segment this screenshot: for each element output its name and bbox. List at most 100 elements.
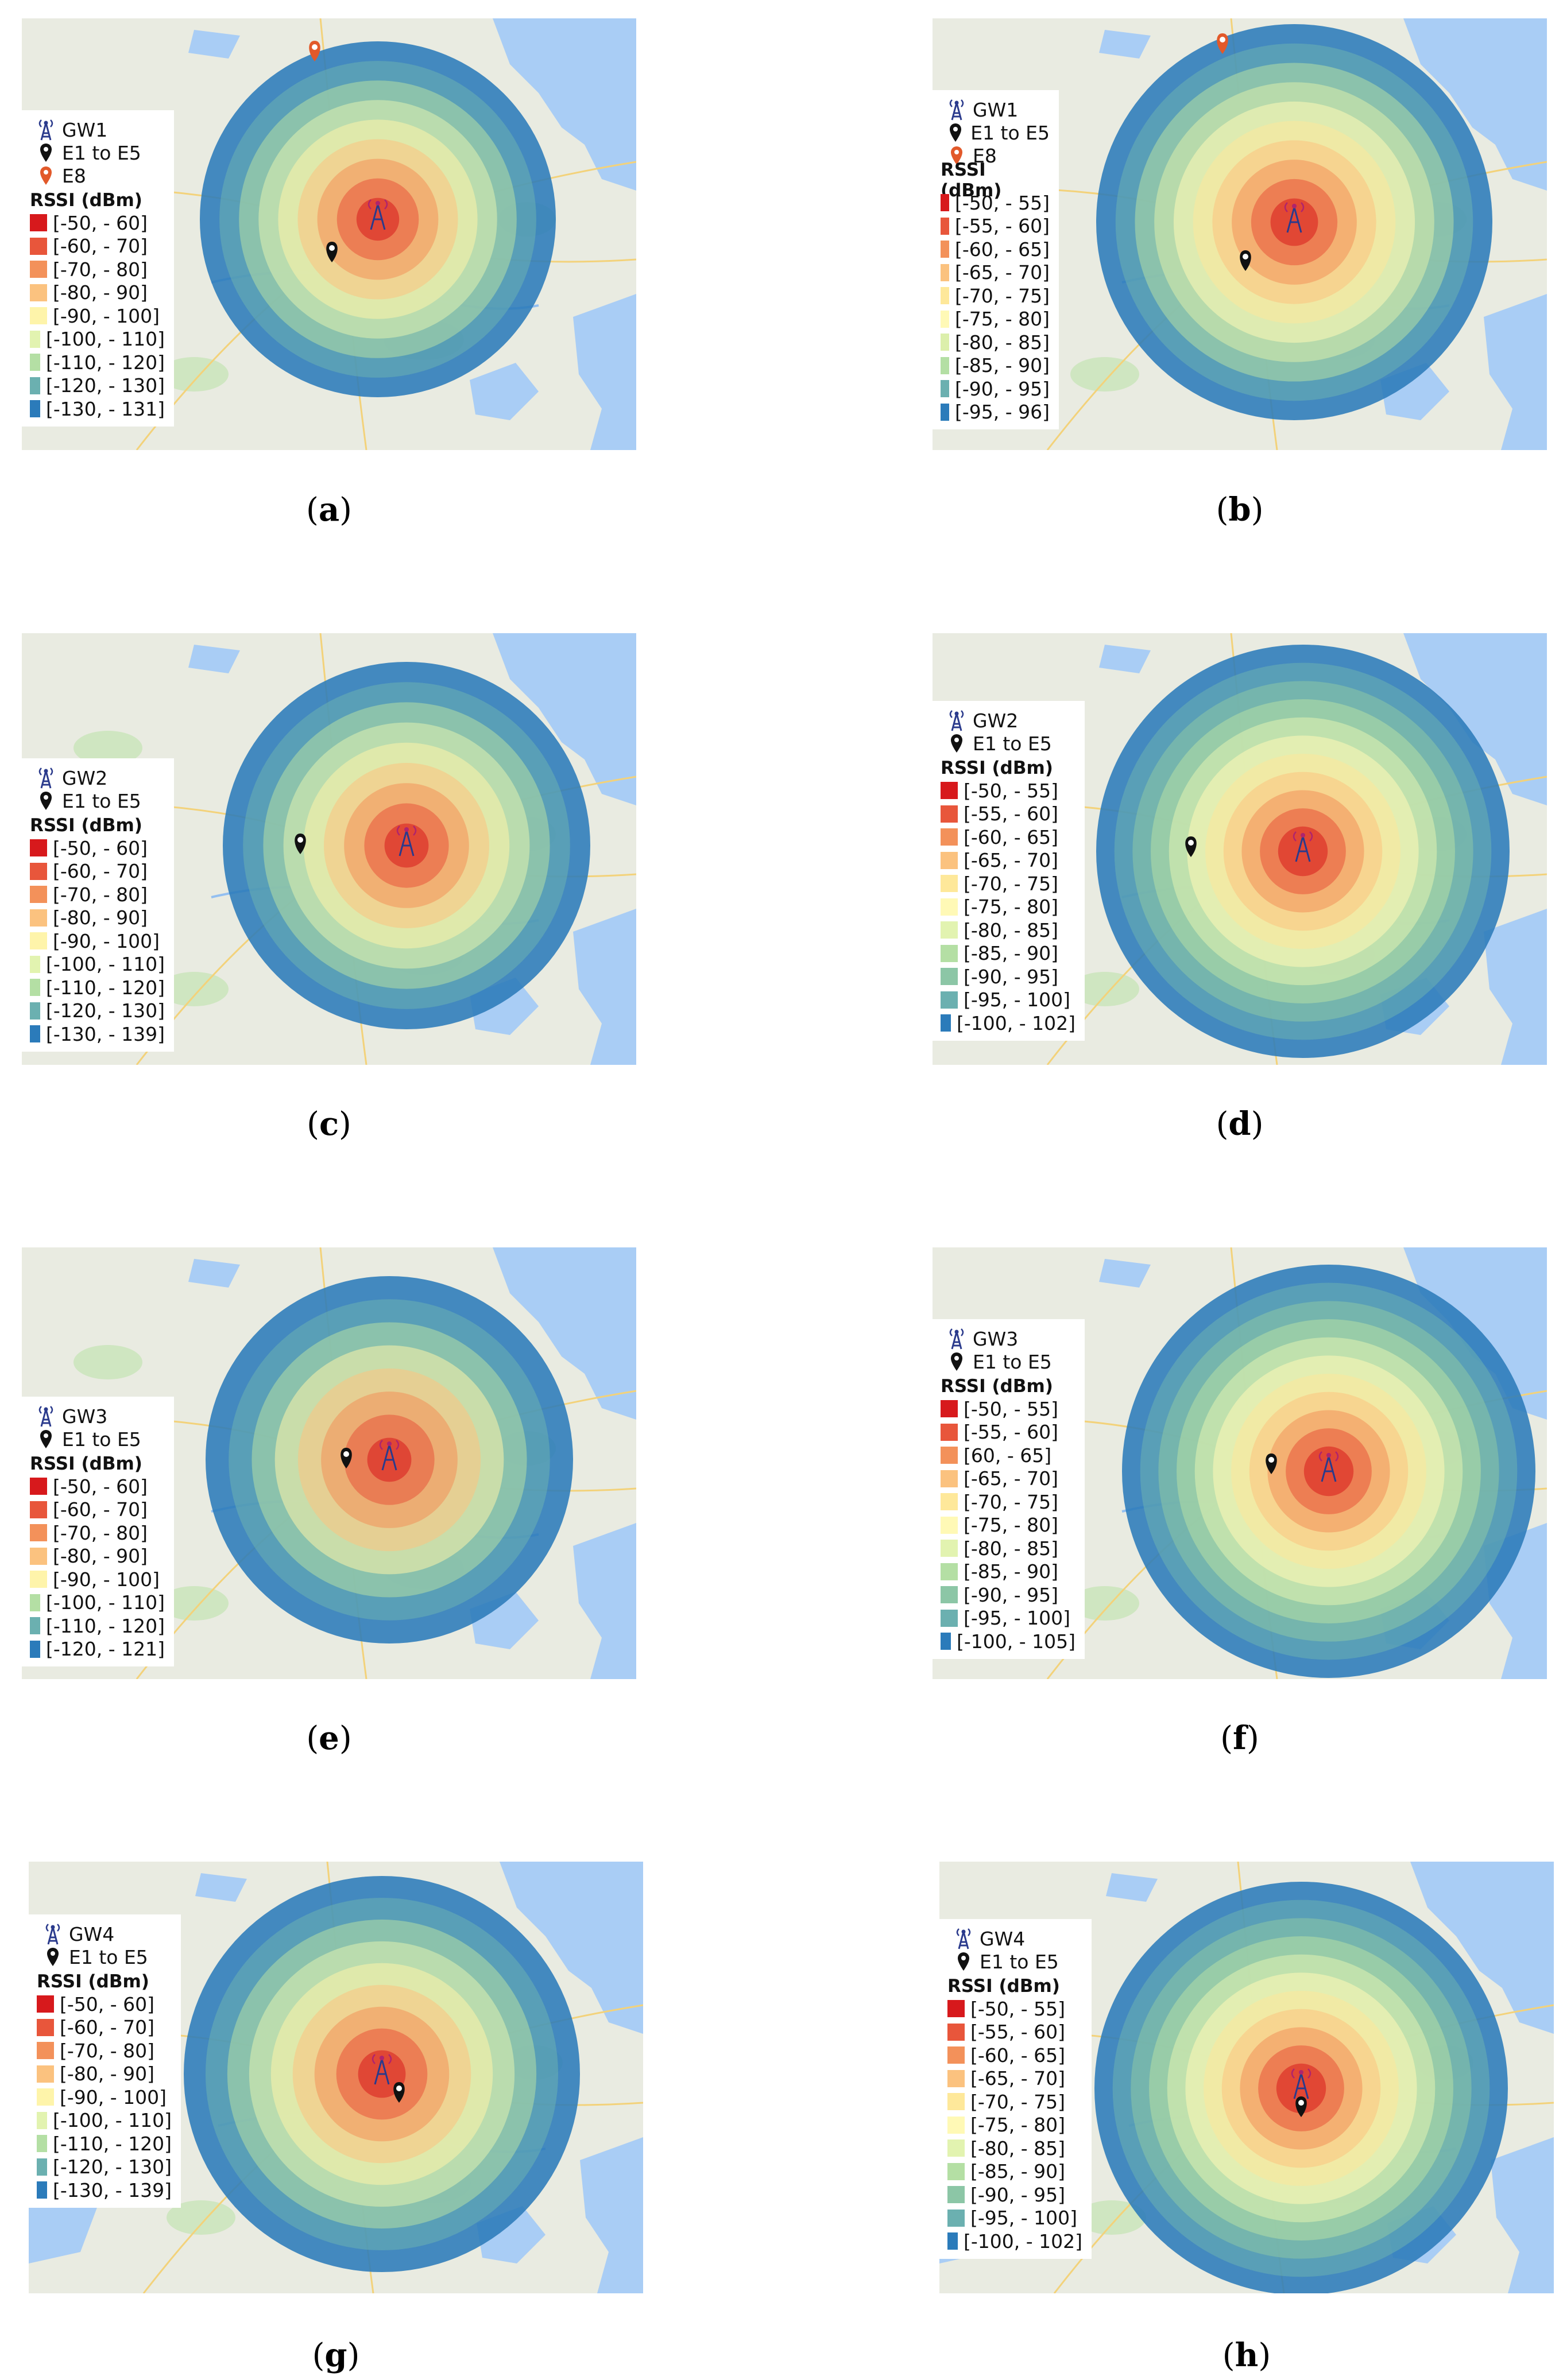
legend-swatch <box>941 1400 958 1418</box>
legend-bin-label: [-110, - 120] <box>52 2132 172 2155</box>
map-e[interactable]: GW3 E1 to E5 RSSI (dBm) [-50, - 60] [-60, - … <box>22 1247 636 1679</box>
legend-swatch <box>37 2181 47 2199</box>
legend-node-item: E1 to E5 <box>941 1350 1075 1373</box>
legend-rssi-bin: [-80, - 85] <box>941 1537 1075 1560</box>
legend-rssi-bin: [-60, - 65] <box>941 825 1075 849</box>
legend-bin-label: [-100, - 102] <box>963 2230 1082 2253</box>
legend-bin-label: [-100, - 110] <box>45 953 165 976</box>
legend-rssi-bin: [-80, - 85] <box>947 2137 1082 2160</box>
legend-swatch <box>941 851 958 869</box>
legend-node-label: E1 to E5 <box>62 141 141 164</box>
legend-gateway-label: GW1 <box>973 98 1019 121</box>
legend-gateway-label: GW3 <box>973 1327 1019 1350</box>
legend-swatch <box>947 2116 965 2134</box>
legend-bin-label: [-85, - 90] <box>954 354 1050 377</box>
legend-swatch <box>941 968 958 986</box>
coverage-rings <box>223 662 590 1029</box>
node-marker-e1-e5[interactable] <box>1240 250 1251 271</box>
legend-swatch <box>947 2069 965 2087</box>
map-f[interactable]: GW3 E1 to E5 RSSI (dBm) [-50, - 55] [-55, - … <box>933 1247 1547 1679</box>
legend-rssi-bin: [-85, - 90] <box>941 1560 1075 1584</box>
legend-swatch <box>30 261 47 278</box>
park <box>167 2200 235 2235</box>
tower-icon <box>30 1405 62 1428</box>
legend-rssi-bin: [-85, - 90] <box>947 2160 1082 2184</box>
water <box>195 1873 247 1902</box>
legend-rssi-bin: [-80, - 90] <box>37 2063 172 2086</box>
legend-rssi-bin: [-65, - 70] <box>941 1467 1075 1491</box>
legend-node-item: E1 to E5 <box>947 1950 1082 1973</box>
legend-bin-label: [-70, - 80] <box>60 2039 155 2062</box>
legend-swatch <box>30 400 40 418</box>
legend-bin-label: [-120, - 130] <box>52 2156 172 2179</box>
legend-rssi-bin: [-90, - 95] <box>941 965 1075 989</box>
legend-bin-label: [-60, - 70] <box>53 235 148 258</box>
legend-rssi-bin: [-90, - 100] <box>30 1568 165 1591</box>
legend-rssi-bin: [-50, - 60] <box>30 836 165 860</box>
legend-bin-label: [-50, - 60] <box>60 1993 155 2015</box>
water <box>188 30 240 59</box>
map-h[interactable]: GW4 E1 to E5 RSSI (dBm) [-50, - 55] [-55, - … <box>939 1862 1554 2293</box>
node-marker-e1-e5[interactable] <box>326 242 338 262</box>
legend-rssi-bin: [-70, - 80] <box>37 2039 172 2063</box>
map-g[interactable]: GW4 E1 to E5 RSSI (dBm) [-50, - 60] [-60, - … <box>29 1862 643 2293</box>
legend-rssi-bin: [-80, - 90] <box>30 281 165 305</box>
legend-rssi-bin: [-65, - 70] <box>941 849 1075 873</box>
legend-swatch <box>30 932 47 950</box>
legend-bin-label: [-70, - 80] <box>53 883 148 906</box>
legend-bin-label: [-80, - 85] <box>970 2137 1066 2160</box>
pin-icon <box>37 1947 69 1967</box>
legend-f: GW3 E1 to E5 RSSI (dBm) [-50, - 55] [-55, - … <box>933 1319 1085 1659</box>
legend-node-item: E1 to E5 <box>30 789 165 812</box>
node-marker-e1-e5[interactable] <box>341 1448 352 1468</box>
coverage-rings <box>200 41 556 397</box>
tower-icon <box>941 709 973 732</box>
legend-rssi-bin: [-90, - 95] <box>947 2183 1082 2207</box>
map-c[interactable]: GW2 E1 to E5 RSSI (dBm) [-50, - 60] [-60, - … <box>22 633 636 1065</box>
legend-swatch <box>941 944 958 962</box>
park <box>1070 357 1139 392</box>
node-marker-e8[interactable] <box>309 41 320 61</box>
legend-swatch <box>37 1995 54 2013</box>
park <box>1070 1586 1139 1621</box>
legend-rssi-bin: [-110, - 120] <box>30 1614 165 1638</box>
legend-rssi-bin: [-100, - 102] <box>941 1011 1075 1035</box>
legend-swatch <box>941 1423 958 1441</box>
legend-gateway: GW4 <box>947 1927 1082 1950</box>
legend-rssi-bin: [-120, - 121] <box>30 1638 165 1661</box>
legend-gateway-label: GW2 <box>973 709 1019 732</box>
legend-bin-label: [-130, - 139] <box>52 2179 172 2201</box>
gateway-tower-icon <box>1284 202 1305 233</box>
legend-swatch <box>941 334 949 351</box>
node-marker-e1-e5[interactable] <box>1266 1453 1277 1474</box>
legend-bin-label: [-80, - 85] <box>954 331 1050 354</box>
tower-icon <box>37 1922 69 1945</box>
map-b[interactable]: GW1 E1 to E5 E8 RSSI (dBm) [-50, - 55] [-55, … <box>933 18 1547 450</box>
legend-e: GW3 E1 to E5 RSSI (dBm) [-50, - 60] [-60, - … <box>22 1397 174 1666</box>
node-marker-e8[interactable] <box>1217 33 1228 54</box>
node-marker-e1-e5[interactable] <box>295 834 306 854</box>
legend-swatch <box>37 2158 47 2176</box>
water <box>493 18 636 191</box>
legend-rssi-bin: [-50, - 60] <box>30 1475 165 1498</box>
legend-rssi-bin: [-100, - 110] <box>30 328 165 351</box>
legend-rssi-bin: [-75, - 80] <box>941 896 1075 919</box>
legend-bin-label: [-95, - 96] <box>954 401 1050 424</box>
legend-rssi-bin: [-110, - 120] <box>30 976 165 999</box>
legend-h: GW4 E1 to E5 RSSI (dBm) [-50, - 55] [-55, - … <box>939 1919 1092 2259</box>
node-marker-e1-e5[interactable] <box>1185 836 1197 857</box>
map-d[interactable]: GW2 E1 to E5 RSSI (dBm) [-50, - 55] [-55, - … <box>933 633 1547 1065</box>
node-marker-e1-e5[interactable] <box>1295 2096 1307 2117</box>
legend-node-label: E8 <box>62 164 86 187</box>
legend-rssi-bin: [-70, - 75] <box>941 284 1050 308</box>
node-marker-e1-e5[interactable] <box>393 2082 405 2103</box>
legend-bin-label: [-70, - 75] <box>970 2090 1066 2113</box>
legend-rssi-bin: [-75, - 80] <box>941 1514 1075 1537</box>
legend-bin-label: [-110, - 120] <box>45 351 165 374</box>
legend-bin-label: [-50, - 55] <box>954 191 1050 214</box>
legend-swatch <box>941 1014 951 1032</box>
legend-rssi-bin: [-80, - 90] <box>30 906 165 930</box>
map-a[interactable]: GW1 E1 to E5 E8 RSSI (dBm) [-50, - 60] [-60, … <box>22 18 636 450</box>
pin-icon <box>947 1952 980 1971</box>
water <box>573 1523 636 1679</box>
